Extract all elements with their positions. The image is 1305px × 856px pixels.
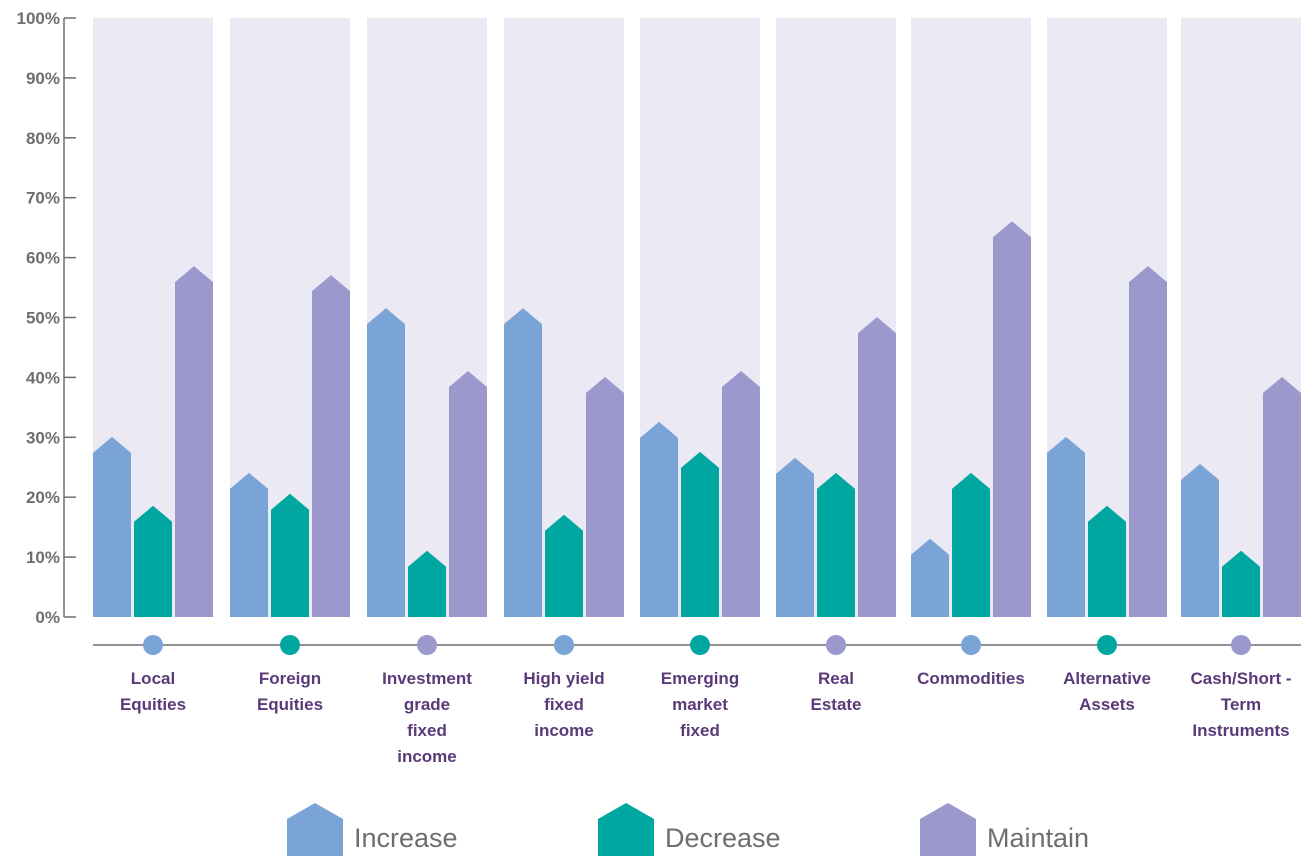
bar-maintain — [586, 376, 624, 617]
y-tick-label: 0% — [35, 608, 60, 627]
category-label-line: Estate — [810, 695, 861, 714]
bar-increase — [1181, 463, 1219, 617]
legend-label: Maintain — [987, 823, 1089, 853]
bar-increase — [504, 308, 542, 617]
category-label-line: Term — [1221, 695, 1261, 714]
category-label-line: Alternative — [1063, 669, 1151, 688]
bar-maintain — [858, 317, 896, 617]
bar-decrease — [545, 514, 583, 617]
bar-maintain — [1263, 376, 1301, 617]
category-marker — [826, 635, 846, 655]
legend-swatch-increase — [287, 803, 343, 856]
category-label-line: High yield — [523, 669, 604, 688]
category-label-line: Instruments — [1192, 721, 1289, 740]
y-tick-label: 10% — [26, 548, 60, 567]
bar-decrease — [271, 493, 309, 617]
category-label-line: income — [397, 747, 457, 766]
bar-maintain — [449, 371, 487, 617]
bar-increase — [367, 308, 405, 617]
category-label: High yield fixed income — [523, 669, 604, 740]
y-tick-label: 70% — [26, 189, 60, 208]
y-tick-label: 20% — [26, 488, 60, 507]
category-label-line: grade — [404, 695, 450, 714]
bar-decrease — [952, 472, 990, 617]
category-label-line: fixed — [680, 721, 720, 740]
category-label-line: Local — [131, 669, 175, 688]
category-label-line: Emerging — [661, 669, 739, 688]
category-label-line: income — [534, 721, 594, 740]
category-label-line: Foreign — [259, 669, 321, 688]
bar-decrease — [681, 451, 719, 617]
bar-decrease — [1088, 505, 1126, 617]
category-marker — [417, 635, 437, 655]
legend-swatch-decrease — [598, 803, 654, 856]
y-tick-label: 40% — [26, 368, 60, 387]
bar-maintain — [722, 371, 760, 617]
bar-decrease — [134, 505, 172, 617]
category-label: Foreign Equities — [257, 669, 323, 714]
category-label-line: Assets — [1079, 695, 1135, 714]
category-marker — [690, 635, 710, 655]
category-marker — [961, 635, 981, 655]
bar-increase — [776, 457, 814, 617]
bar-increase — [93, 436, 131, 617]
legend-label: Decrease — [665, 823, 781, 853]
category-marker — [554, 635, 574, 655]
category-label-line: Investment — [382, 669, 472, 688]
category-marker — [1231, 635, 1251, 655]
y-tick-label: 50% — [26, 309, 60, 328]
category-label-line: Equities — [257, 695, 323, 714]
bar-increase — [640, 421, 678, 617]
bar-maintain — [175, 266, 213, 617]
category-label-line: Equities — [120, 695, 186, 714]
category-label-line: Real — [818, 669, 854, 688]
category-label: Cash/Short - Term Instruments — [1190, 669, 1291, 740]
bar-maintain — [1129, 266, 1167, 617]
bar-decrease — [817, 472, 855, 617]
y-tick-label: 30% — [26, 428, 60, 447]
bar-maintain — [312, 275, 350, 617]
category-label-line: fixed — [407, 721, 447, 740]
category-label-line: market — [672, 695, 728, 714]
y-tick-label: 80% — [26, 129, 60, 148]
category-label: Emerging market fixed — [661, 669, 739, 740]
bar-increase — [230, 472, 268, 617]
legend-label: Increase — [354, 823, 458, 853]
category-label: Commodities — [917, 669, 1025, 688]
y-tick-label: 60% — [26, 249, 60, 268]
category-label-line: Commodities — [917, 669, 1025, 688]
legend-swatch-maintain — [920, 803, 976, 856]
category-marker — [1097, 635, 1117, 655]
category-label: Alternative Assets — [1063, 669, 1151, 714]
y-tick-label: 90% — [26, 69, 60, 88]
category-label-line: fixed — [544, 695, 584, 714]
category-label: Local Equities — [120, 669, 186, 714]
y-tick-label: 100% — [17, 9, 60, 28]
category-label: Investment grade fixed income — [382, 669, 472, 766]
bar-maintain — [993, 221, 1031, 617]
category-marker — [143, 635, 163, 655]
category-marker — [280, 635, 300, 655]
category-label: Real Estate — [810, 669, 861, 714]
category-label-line: Cash/Short - — [1190, 669, 1291, 688]
bar-decrease — [408, 550, 446, 617]
bar-decrease — [1222, 550, 1260, 617]
bar-increase — [1047, 436, 1085, 617]
bar-increase — [911, 538, 949, 617]
